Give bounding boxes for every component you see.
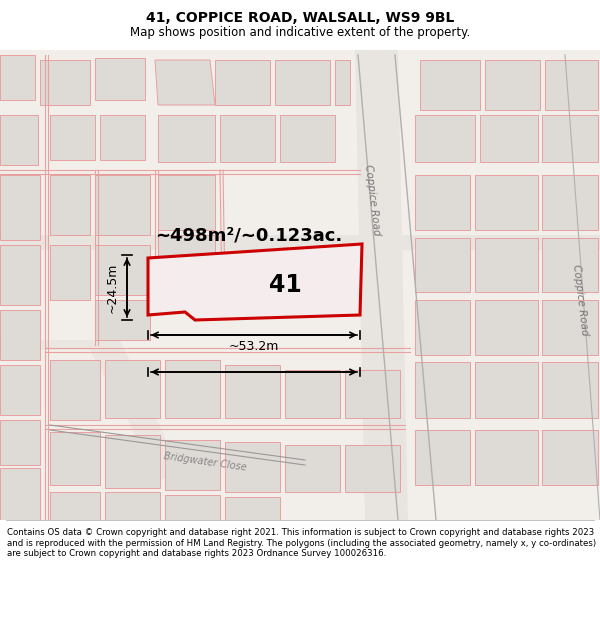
Polygon shape <box>225 365 280 418</box>
Polygon shape <box>542 300 598 355</box>
Polygon shape <box>0 115 38 165</box>
Polygon shape <box>475 362 538 418</box>
Polygon shape <box>50 432 100 485</box>
Polygon shape <box>220 115 275 162</box>
Polygon shape <box>355 50 408 520</box>
Polygon shape <box>0 468 40 520</box>
Polygon shape <box>165 360 220 418</box>
Polygon shape <box>475 175 538 230</box>
Polygon shape <box>415 430 470 485</box>
Polygon shape <box>155 60 215 105</box>
Polygon shape <box>95 245 150 295</box>
Text: Coppice Road: Coppice Road <box>362 164 382 236</box>
Polygon shape <box>148 244 362 320</box>
Polygon shape <box>158 175 215 230</box>
Text: ~24.5m: ~24.5m <box>106 262 119 312</box>
Polygon shape <box>475 238 538 292</box>
Polygon shape <box>485 60 540 110</box>
Polygon shape <box>158 235 215 290</box>
Polygon shape <box>0 420 40 465</box>
Polygon shape <box>165 440 220 490</box>
Polygon shape <box>415 175 470 230</box>
Text: 41, COPPICE ROAD, WALSALL, WS9 9BL: 41, COPPICE ROAD, WALSALL, WS9 9BL <box>146 11 454 25</box>
Polygon shape <box>50 492 100 520</box>
Text: 41: 41 <box>269 273 301 297</box>
Polygon shape <box>280 115 335 162</box>
Polygon shape <box>50 115 95 160</box>
Polygon shape <box>285 445 340 492</box>
Polygon shape <box>95 175 150 235</box>
Polygon shape <box>475 300 538 355</box>
Polygon shape <box>100 115 145 160</box>
Text: ~498m²/~0.123ac.: ~498m²/~0.123ac. <box>155 227 342 245</box>
Polygon shape <box>0 175 40 240</box>
Polygon shape <box>105 360 160 418</box>
Polygon shape <box>480 115 538 162</box>
Polygon shape <box>0 310 40 360</box>
Polygon shape <box>105 435 160 488</box>
Polygon shape <box>0 50 600 520</box>
Polygon shape <box>542 115 598 162</box>
Polygon shape <box>215 60 270 105</box>
Text: Coppice Road: Coppice Road <box>571 264 589 336</box>
Polygon shape <box>335 60 350 105</box>
Text: Contains OS data © Crown copyright and database right 2021. This information is : Contains OS data © Crown copyright and d… <box>7 528 596 558</box>
Polygon shape <box>0 340 180 480</box>
Polygon shape <box>0 245 40 305</box>
Polygon shape <box>0 55 35 100</box>
Text: Map shows position and indicative extent of the property.: Map shows position and indicative extent… <box>130 26 470 39</box>
Polygon shape <box>275 60 330 105</box>
Polygon shape <box>158 115 215 162</box>
Polygon shape <box>165 495 220 520</box>
Polygon shape <box>0 365 40 415</box>
Polygon shape <box>50 245 90 300</box>
Text: Bridgwater Close: Bridgwater Close <box>163 451 247 472</box>
Polygon shape <box>542 430 598 485</box>
Polygon shape <box>225 442 280 492</box>
Polygon shape <box>345 370 400 418</box>
Polygon shape <box>542 175 598 230</box>
Polygon shape <box>415 238 470 292</box>
Text: ~53.2m: ~53.2m <box>229 341 279 354</box>
Polygon shape <box>105 492 160 520</box>
Polygon shape <box>50 360 100 420</box>
Polygon shape <box>225 497 280 520</box>
Polygon shape <box>542 238 598 292</box>
Polygon shape <box>415 115 475 162</box>
Polygon shape <box>545 60 598 110</box>
Polygon shape <box>285 370 340 418</box>
Polygon shape <box>415 300 470 355</box>
Polygon shape <box>40 60 90 105</box>
Polygon shape <box>420 60 480 110</box>
Polygon shape <box>475 430 538 485</box>
Polygon shape <box>95 58 145 100</box>
Polygon shape <box>415 362 470 418</box>
Polygon shape <box>345 445 400 492</box>
Polygon shape <box>542 362 598 418</box>
Polygon shape <box>0 235 600 250</box>
Polygon shape <box>95 300 150 340</box>
Polygon shape <box>50 175 90 235</box>
